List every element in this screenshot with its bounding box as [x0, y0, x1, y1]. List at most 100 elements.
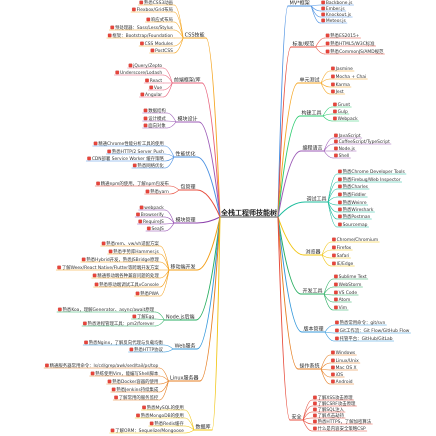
branch-label: 版本管理 — [304, 326, 324, 333]
sub-branch-line — [324, 324, 335, 333]
sub-branch-line — [164, 216, 175, 224]
priority-icon — [143, 123, 148, 128]
priority-icon — [332, 237, 336, 242]
sub-branch-line — [323, 293, 334, 296]
sub-branch-line — [320, 70, 331, 84]
central-topic-title: 全栈工程师技能树 — [220, 208, 277, 217]
branch-label: 单元测试 — [300, 77, 320, 84]
leaf-item: 熟悉Fiddler — [338, 191, 366, 198]
sub-branch-line — [310, 5, 321, 12]
leaf-text: jQuery/Zepto — [132, 63, 162, 69]
branch-label: 开发工具 — [303, 288, 323, 295]
sub-branch-line — [184, 409, 195, 431]
priority-icon — [335, 328, 339, 333]
priority-icon — [321, 6, 325, 11]
priority-icon — [128, 63, 133, 68]
branch-label: CSS技能 — [185, 32, 205, 39]
leaf-text: Mocha + Chai — [336, 74, 367, 80]
leaf-text: RequireJS — [143, 219, 164, 225]
sub-branch-line — [164, 156, 175, 169]
leaf-text: 熟悉PWA — [140, 290, 159, 297]
leaf-item: 熟悉Koa，理解Generator、async/await原理 — [58, 306, 155, 313]
sub-branch-line — [164, 222, 175, 232]
priority-icon — [110, 25, 115, 30]
sub-branch-line — [159, 367, 169, 382]
priority-icon — [334, 153, 338, 158]
leaf-item: PostCSS — [150, 48, 173, 54]
leaf-item: 熟悉Firebug/Web Inspector — [338, 176, 401, 183]
sub-branch-line — [323, 293, 334, 311]
priority-icon — [81, 257, 86, 262]
sub-branch-line — [315, 46, 325, 55]
leaf-text: 熟悉Koa，理解Generator、async/await原理 — [63, 306, 155, 313]
priority-icon — [92, 273, 97, 278]
leaf-item: 了解ORM：Sequelize/Mongoose — [110, 427, 184, 434]
leaf-text: 熟悉HTTPS，了解加密算法 — [318, 418, 372, 425]
sub-branch-line — [169, 189, 180, 195]
priority-icon — [334, 146, 338, 151]
leaf-text: 熟悉网络优化 — [137, 162, 164, 169]
priority-icon — [321, 12, 325, 17]
sub-branch-line — [164, 156, 175, 162]
branch-left-7: Node.js后端 熟悉Koa，理解Generator、async/await原理… — [58, 306, 195, 327]
leaf-item: Safari — [332, 253, 349, 259]
priority-icon — [129, 347, 134, 352]
main-branch-line — [196, 189, 221, 218]
leaf-item: 熟悉HTTPS，了解加密算法 — [313, 418, 372, 425]
leaf-text: 框架：Bootstrap/Foundation — [112, 32, 173, 39]
leaf-item: SeaJS — [146, 226, 164, 232]
priority-icon — [321, 18, 325, 23]
branch-label: Linux服务器 — [170, 375, 198, 382]
priority-icon — [138, 219, 143, 224]
leaf-item: Flexbox/Grid布局 — [132, 6, 173, 13]
priority-icon — [338, 222, 342, 227]
leaf-item: 了解Egg — [132, 313, 154, 320]
leaf-item: 精通移动端各种兼容问题的处理 — [92, 272, 159, 279]
sub-branch-line — [159, 261, 170, 271]
priority-icon — [313, 395, 317, 400]
leaf-text: Sourcemap — [343, 222, 368, 228]
leaf-text: 熟悉Charles — [343, 183, 369, 190]
sub-branch-line — [324, 331, 335, 342]
sub-branch-line — [184, 417, 195, 431]
sub-branch-line — [163, 82, 173, 98]
leaf-text: Karma — [336, 82, 350, 88]
priority-icon — [338, 207, 342, 212]
leaf-text: VS Code — [339, 290, 358, 296]
priority-icon — [101, 241, 106, 246]
leaf-item: 精通npm的使用，了解npm包发布 — [96, 180, 169, 187]
branch-label: 模块设计 — [177, 116, 197, 123]
branch-label: 操作系统 — [300, 363, 320, 370]
leaf-text: Jest — [335, 89, 344, 95]
leaf-text: Gulp — [338, 109, 348, 115]
leaf-text: 熟悉HTML5/W3C标准 — [330, 40, 375, 47]
leaf-item: RequireJS — [138, 219, 164, 225]
main-branch-line — [277, 82, 299, 218]
sub-branch-line — [159, 380, 169, 393]
leaf-text: 熟悉MySQL的使用 — [147, 404, 184, 411]
sub-branch-line — [302, 419, 313, 432]
main-branch-line — [277, 216, 303, 333]
main-branch-line — [277, 115, 301, 218]
priority-icon — [132, 163, 137, 168]
priority-icon — [110, 428, 115, 433]
leaf-text: Git工作流：Git Flow/GitHub Flow — [340, 327, 410, 334]
priority-icon — [333, 116, 337, 121]
sub-branch-line — [159, 375, 169, 382]
priority-icon — [331, 372, 335, 377]
leaf-item: 熟悉网络优化 — [132, 162, 164, 169]
connector-lines — [43, 4, 411, 434]
leaf-item: 面向对象 — [143, 122, 166, 129]
leaf-text: 数据结构 — [148, 107, 166, 114]
leaf-item: 了解常用的服务监控 — [114, 394, 159, 401]
main-branch-line — [195, 216, 221, 321]
leaf-item: Knockout.js — [321, 12, 352, 18]
leaf-item: IE/Edge — [332, 261, 354, 267]
leaf-text: 熟悉rem、vw/vh适配方案 — [106, 240, 159, 247]
leaf-text: Jasmine — [335, 66, 354, 72]
sub-branch-line — [315, 37, 325, 48]
priority-icon — [338, 214, 342, 219]
